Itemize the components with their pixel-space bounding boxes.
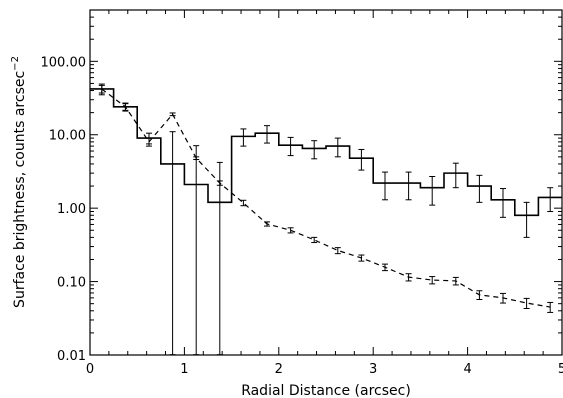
x-tick-label: 0 [86,362,94,377]
series-2 [98,84,554,313]
y-tick-label: 0.01 [57,349,86,364]
y-axis-title-main: Surface brightness, counts arcsec [12,71,28,308]
y-tick-label: 100.00 [41,55,87,70]
series-layer [90,83,562,356]
x-tick-label: 5 [558,362,563,377]
y-tick-label: 1.00 [57,202,86,217]
y-axis-title-exponent: −2 [10,56,21,71]
y-axis-title: Surface brightness, counts arcsec−2 [10,56,28,308]
tick-labels: 0 1 2 3 4 5 0.01 0.10 1.00 10.00 100.00 [41,55,563,377]
x-axis-title: Radial Distance (arcsec) [241,383,411,398]
series-1 [90,83,562,356]
y-tick-label: 10.00 [49,129,86,144]
x-tick-label: 2 [275,362,283,377]
plot-frame [89,9,563,356]
x-tick-label: 3 [369,362,377,377]
dashed-line [101,88,551,308]
x-tick-label: 4 [463,362,471,377]
axis-ticks [89,9,563,356]
y-tick-label: 0.10 [57,276,86,291]
step-line [90,88,562,217]
x-tick-label: 1 [180,362,188,377]
